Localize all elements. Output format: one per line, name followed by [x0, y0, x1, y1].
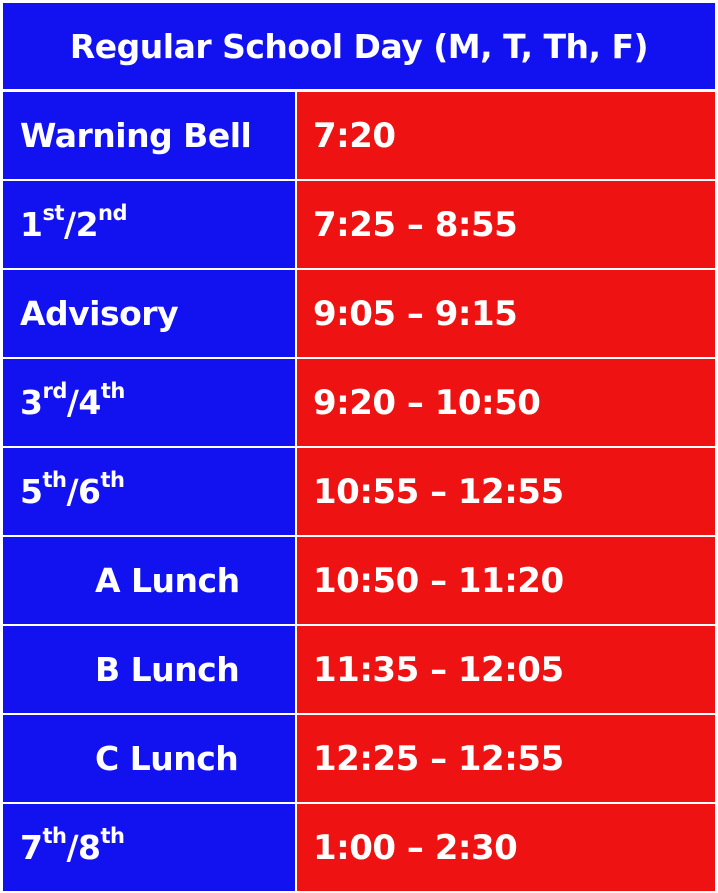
period-time: 9:20 – 10:50: [297, 359, 715, 446]
period-number-5: 5: [20, 472, 43, 511]
period-time: 12:25 – 12:55: [297, 715, 715, 802]
period-number-8: /8: [66, 828, 101, 867]
schedule-title: Regular School Day (M, T, Th, F): [3, 3, 715, 89]
period-time: 11:35 – 12:05: [297, 626, 715, 713]
table-row-warning-bell: Warning Bell 7:20: [3, 92, 715, 179]
period-number-3: 3: [20, 383, 43, 422]
period-time: 7:20: [297, 92, 715, 179]
ordinal-suffix-nd: nd: [98, 200, 128, 225]
period-number-2: /2: [64, 205, 99, 244]
period-label: Advisory: [3, 270, 295, 357]
period-time: 1:00 – 2:30: [297, 804, 715, 891]
period-number-4: /4: [66, 383, 102, 422]
table-row-b-lunch: B Lunch 11:35 – 12:05: [3, 626, 715, 713]
period-time: 10:50 – 11:20: [297, 537, 715, 624]
ordinal-suffix-rd: rd: [42, 378, 67, 403]
period-label: A Lunch: [3, 537, 295, 624]
table-row-advisory: Advisory 9:05 – 9:15: [3, 270, 715, 357]
ordinal-suffix-th: th: [42, 823, 67, 848]
ordinal-suffix-st: st: [42, 200, 65, 225]
period-time: 7:25 – 8:55: [297, 181, 715, 268]
period-number-6: /6: [66, 472, 101, 511]
period-time: 10:55 – 12:55: [297, 448, 715, 535]
period-label: Warning Bell: [3, 92, 295, 179]
ordinal-suffix-th: th: [100, 823, 125, 848]
ordinal-suffix-th: th: [100, 467, 125, 492]
ordinal-suffix-th: th: [42, 467, 67, 492]
period-number-1: 1: [20, 205, 43, 244]
table-row-a-lunch: A Lunch 10:50 – 11:20: [3, 537, 715, 624]
period-time: 9:05 – 9:15: [297, 270, 715, 357]
table-row-c-lunch: C Lunch 12:25 – 12:55: [3, 715, 715, 802]
period-label: C Lunch: [3, 715, 295, 802]
period-label: B Lunch: [3, 626, 295, 713]
period-number-7: 7: [20, 828, 43, 867]
ordinal-suffix-th: th: [100, 378, 126, 403]
